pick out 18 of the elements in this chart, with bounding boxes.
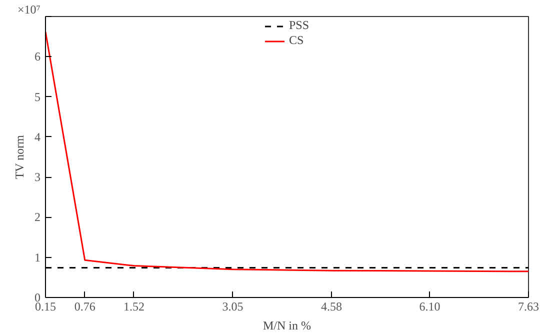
- x-tick-label: 7.63: [518, 300, 539, 314]
- text: ×10⁷: [18, 2, 40, 16]
- y-tick-label: 5: [34, 90, 40, 104]
- line-series: [46, 31, 528, 272]
- x-axis-title: M/N in %: [263, 318, 312, 332]
- y-tick-label: 2: [34, 210, 40, 224]
- x-tick-label: 1.52: [123, 300, 144, 314]
- y-tick-label: 1: [34, 250, 40, 264]
- y-axis-title: TV norm: [12, 134, 26, 180]
- legend-label: CS: [288, 33, 305, 48]
- y-tick-label: 4: [34, 130, 40, 144]
- x-tick-label: 3.05: [222, 300, 244, 314]
- x-tick-label: 6.10: [419, 300, 440, 314]
- legend-label: PSS: [288, 18, 310, 33]
- y-tick-label: 3: [34, 170, 40, 184]
- x-tick-label: 4.58: [321, 300, 342, 314]
- x-tick-label: 0.76: [74, 300, 96, 314]
- y-tick-label: 6: [34, 50, 40, 64]
